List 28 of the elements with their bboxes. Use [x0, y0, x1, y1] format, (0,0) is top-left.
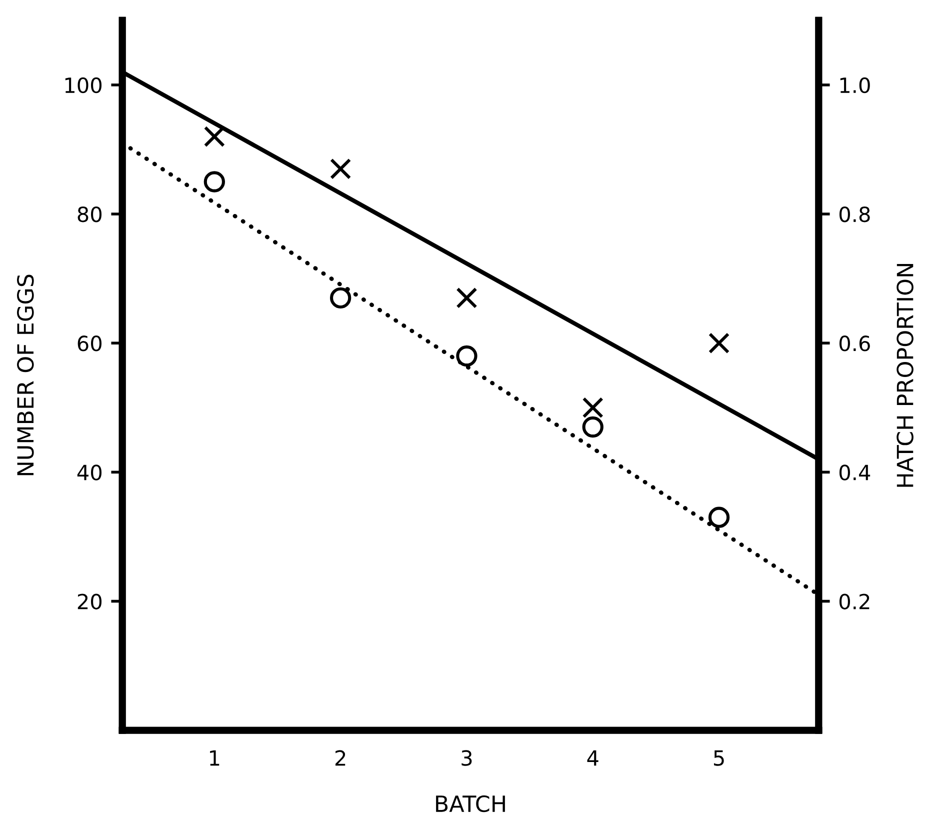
y-axis-title: NUMBER OF EGGS — [17, 274, 34, 476]
y2-tick-label: 0.4 — [839, 464, 870, 480]
y2-tick-label: 0.2 — [839, 594, 870, 610]
y-tick-label: 20 — [78, 594, 102, 610]
y2-tick-label: 1.0 — [840, 77, 870, 94]
point — [582, 416, 604, 438]
point — [204, 171, 225, 192]
point — [456, 287, 478, 308]
x-tick-label: 5 — [714, 750, 724, 766]
point — [456, 345, 478, 367]
point — [708, 506, 730, 528]
point — [708, 332, 730, 354]
x-tick-label: 4 — [587, 750, 598, 766]
x-tick-label: 1 — [210, 750, 220, 766]
x-tick-label: 3 — [462, 750, 472, 766]
point — [204, 126, 225, 148]
y2-tick-label: 0.6 — [839, 336, 870, 352]
point — [330, 158, 352, 180]
point — [330, 287, 352, 308]
point — [582, 397, 604, 418]
y-tick-label: 100 — [65, 77, 102, 94]
x-axis-title: BATCH — [436, 795, 505, 812]
y-tick-label: 60 — [78, 336, 102, 352]
y2-tick-label: 0.8 — [839, 206, 870, 222]
x-tick-label: 2 — [335, 750, 346, 766]
y-tick-label: 40 — [77, 464, 102, 480]
y-tick-label: 80 — [78, 206, 102, 222]
y2-axis-title: HATCH PROPORTION — [896, 264, 914, 487]
